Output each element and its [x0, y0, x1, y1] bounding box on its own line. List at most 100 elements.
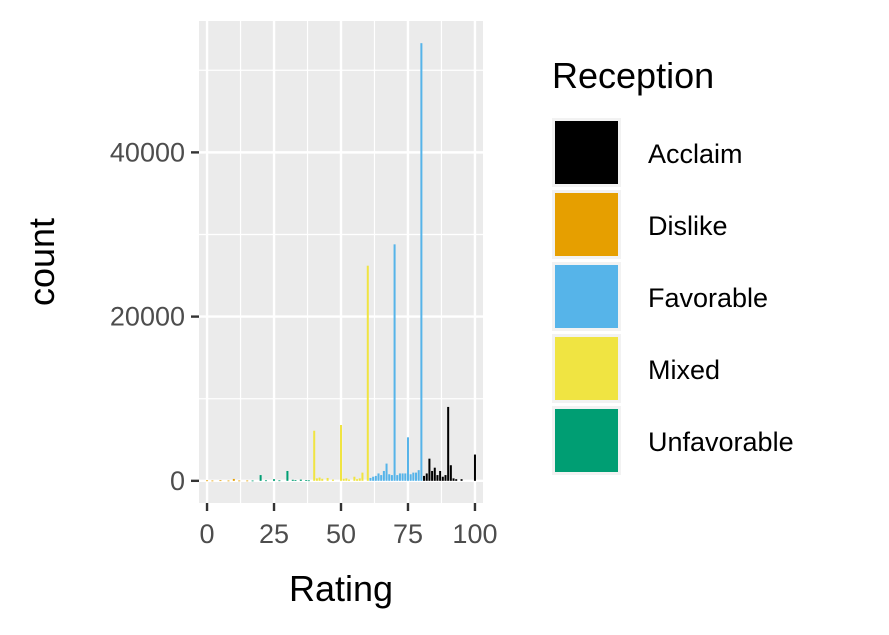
bar	[447, 406, 450, 481]
bar	[398, 473, 401, 481]
bar	[318, 477, 321, 481]
bar	[246, 480, 249, 482]
bar	[404, 473, 407, 481]
bar	[374, 475, 377, 481]
bar	[436, 475, 439, 481]
x-tick-label: 50	[326, 519, 356, 549]
bar	[251, 480, 254, 482]
bar	[390, 475, 393, 481]
legend-label: Favorable	[648, 283, 768, 313]
bar	[348, 479, 351, 481]
bar	[227, 480, 230, 482]
bar	[380, 475, 383, 481]
bar	[313, 430, 316, 481]
bar	[315, 478, 318, 481]
legend-label: Mixed	[648, 355, 720, 385]
bar	[372, 476, 375, 481]
bar	[449, 465, 452, 481]
bar	[356, 479, 359, 481]
x-tick-label: 0	[200, 519, 215, 549]
series-dislike	[206, 478, 249, 482]
bar	[406, 437, 409, 481]
bar	[377, 473, 380, 481]
bar	[428, 458, 431, 481]
bar	[431, 470, 434, 481]
bar	[412, 472, 415, 481]
bar	[366, 265, 369, 481]
bar	[361, 472, 364, 481]
series-unfavorable	[251, 470, 310, 482]
bar	[369, 477, 372, 481]
bar	[219, 480, 222, 482]
legend-label: Unfavorable	[648, 427, 794, 457]
bar	[326, 477, 329, 481]
bar	[358, 478, 361, 481]
bar	[441, 476, 444, 481]
bar	[460, 479, 463, 481]
bar	[385, 463, 388, 481]
bar	[259, 475, 262, 481]
bar	[278, 480, 281, 482]
x-axis: 0 25 50 75 100	[200, 503, 497, 549]
legend-swatch	[555, 121, 618, 184]
bar	[415, 472, 418, 481]
x-tick-label: 25	[259, 519, 289, 549]
bar	[339, 424, 343, 481]
bar	[393, 244, 396, 481]
bar	[305, 480, 308, 481]
bar	[291, 479, 294, 481]
x-tick-label: 75	[393, 519, 423, 549]
bar	[273, 479, 276, 481]
legend-swatch	[555, 193, 618, 256]
y-axis: 0 20000 40000	[110, 137, 199, 496]
legend-label: Dislike	[648, 211, 728, 241]
legend-item-dislike: Dislike	[552, 190, 728, 259]
bar	[206, 480, 209, 482]
bar	[423, 475, 426, 481]
bar	[452, 478, 455, 481]
x-tick-label: 100	[452, 519, 497, 549]
legend-item-unfavorable: Unfavorable	[552, 406, 794, 475]
bar	[401, 473, 404, 481]
bar	[238, 480, 241, 482]
series-mixed	[313, 265, 369, 481]
y-tick-label: 0	[170, 466, 185, 496]
bar	[345, 478, 348, 481]
bar	[388, 474, 391, 481]
bar	[342, 478, 345, 481]
bar	[396, 475, 399, 481]
bar	[382, 470, 385, 481]
bar	[331, 479, 334, 481]
legend-swatch	[555, 337, 618, 400]
bar	[455, 479, 458, 481]
bar	[232, 478, 235, 481]
bar	[409, 474, 412, 481]
legend-swatch	[555, 265, 618, 328]
legend-label: Acclaim	[648, 139, 743, 169]
bar	[264, 480, 267, 482]
y-tick-label: 40000	[110, 137, 185, 167]
bar	[321, 478, 324, 481]
bar	[353, 476, 356, 481]
major-gridlines	[199, 21, 483, 503]
legend-item-acclaim: Acclaim	[552, 118, 743, 187]
bar	[307, 480, 310, 482]
legend-title: Reception	[552, 55, 714, 96]
x-axis-title: Rating	[289, 568, 393, 609]
legend-swatch	[555, 409, 618, 472]
bar	[299, 479, 302, 481]
bar	[425, 473, 428, 481]
y-axis-title: count	[21, 218, 62, 306]
bars	[206, 43, 476, 482]
series-favorable	[369, 43, 423, 481]
bar	[473, 454, 476, 481]
series-acclaim	[423, 406, 476, 481]
bar	[417, 470, 420, 481]
bar	[444, 475, 447, 481]
legend-item-mixed: Mixed	[552, 334, 720, 403]
legend: Reception Acclaim Dislike Favorable Mixed Un…	[552, 55, 794, 475]
bar	[286, 470, 289, 481]
y-tick-label: 20000	[110, 302, 185, 332]
bar	[211, 480, 214, 482]
